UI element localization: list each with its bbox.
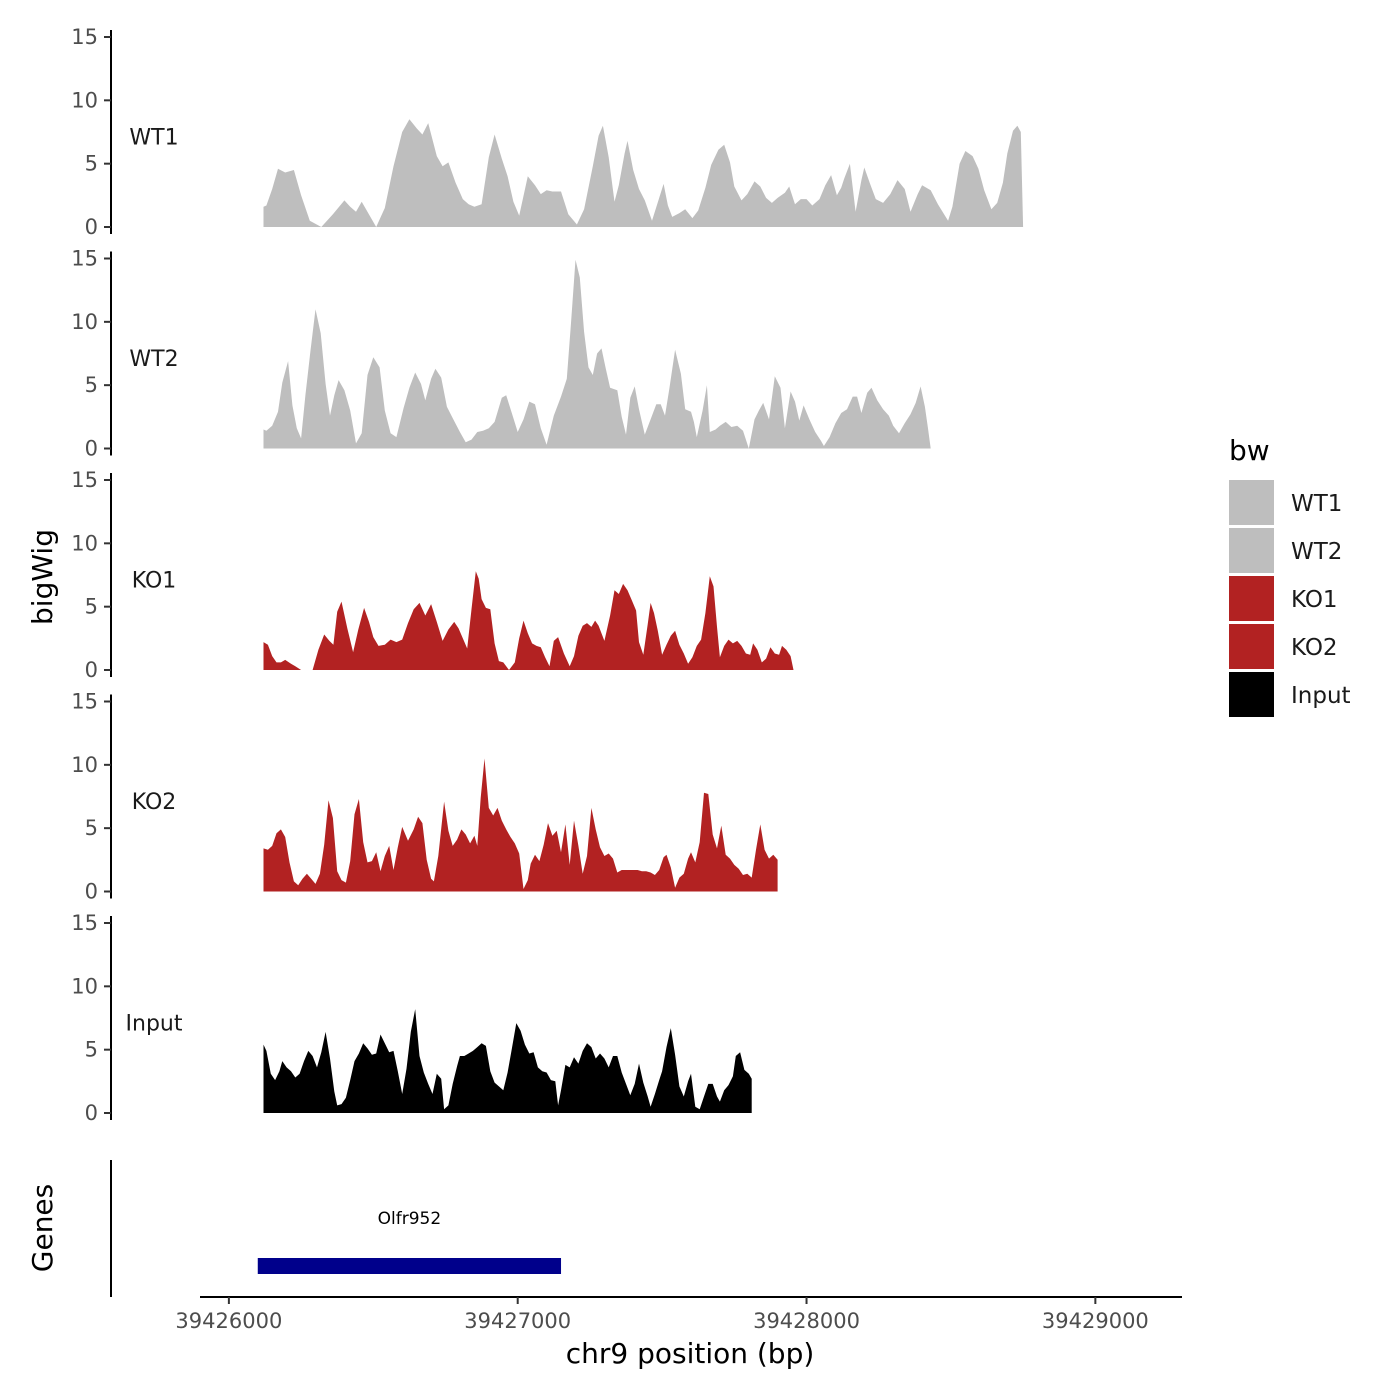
y-tick-label: 5	[85, 152, 98, 176]
track-panel-ko2: 0 5 10 15 KO2	[71, 690, 778, 904]
track-label-ko1: KO1	[132, 569, 177, 594]
y-tick-label: 10	[71, 88, 98, 112]
y-tick-label: 5	[85, 373, 98, 397]
track-panel-ko1: 0 5 10 15 KO1	[71, 468, 794, 682]
legend-swatch-input	[1229, 672, 1274, 717]
coverage-area-ko1	[263, 571, 794, 670]
y-tick-label: 5	[85, 595, 98, 619]
coverage-area-ko2	[263, 758, 778, 892]
coverage-area-wt1	[263, 119, 1024, 227]
x-tick-label: 39427000	[464, 1309, 571, 1333]
y-tick-label: 0	[85, 437, 98, 461]
x-tick-label: 39428000	[753, 1309, 860, 1333]
tracks-layer: 0 5 10 15 WT1 0 5 10 15 WT2 0 5 10 15 KO1 0 5 10 15 KO2 0 5 10…	[71, 25, 1024, 1125]
y-tick-label: 0	[85, 215, 98, 239]
track-panel-input: 0 5 10 15 Input	[71, 911, 752, 1125]
x-axis: chr9 position (bp) 39426000 39427000 39428…	[175, 1296, 1182, 1370]
gene-label-olfr952: Olfr952	[378, 1209, 442, 1229]
x-tick-label: 39426000	[175, 1309, 282, 1333]
gene-body-olfr952	[257, 1258, 562, 1274]
y-tick-label: 15	[71, 247, 98, 271]
genes-panel: Genes Olfr952	[26, 1160, 562, 1297]
legend: bw WT1 WT2 KO1 KO2 Input	[1229, 434, 1351, 717]
y-axis-title: bigWig	[26, 529, 59, 625]
y-tick-label: 15	[71, 25, 98, 49]
y-tick-label: 0	[85, 658, 98, 682]
legend-label-wt2: WT2	[1291, 539, 1342, 565]
legend-swatch-wt1	[1229, 480, 1274, 525]
y-tick-label: 15	[71, 911, 98, 935]
legend-label-input: Input	[1291, 683, 1351, 709]
legend-swatch-ko2	[1229, 624, 1274, 669]
track-panel-wt2: 0 5 10 15 WT2	[71, 247, 931, 461]
coverage-area-input	[263, 1009, 752, 1113]
track-panel-wt1: 0 5 10 15 WT1	[71, 25, 1024, 239]
track-label-input: Input	[126, 1012, 183, 1037]
legend-label-ko1: KO1	[1291, 587, 1338, 613]
track-label-ko2: KO2	[132, 790, 177, 815]
track-label-wt2: WT2	[129, 347, 178, 372]
x-axis-title: chr9 position (bp)	[566, 1337, 815, 1370]
legend-label-wt1: WT1	[1291, 491, 1342, 517]
x-tick-label: 39429000	[1042, 1309, 1149, 1333]
y-tick-label: 15	[71, 468, 98, 492]
legend-swatch-ko1	[1229, 576, 1274, 621]
legend-swatch-wt2	[1229, 528, 1274, 573]
y-tick-label: 0	[85, 880, 98, 904]
legend-title: bw	[1229, 434, 1270, 467]
genes-panel-label: Genes	[26, 1184, 59, 1272]
track-label-wt1: WT1	[129, 126, 178, 151]
y-tick-label: 15	[71, 690, 98, 714]
y-tick-label: 0	[85, 1101, 98, 1125]
y-tick-label: 10	[71, 531, 98, 555]
coverage-area-wt2	[263, 259, 931, 449]
y-tick-label: 10	[71, 753, 98, 777]
legend-label-ko2: KO2	[1291, 635, 1338, 661]
y-tick-label: 5	[85, 816, 98, 840]
y-tick-label: 10	[71, 310, 98, 334]
y-tick-label: 5	[85, 1038, 98, 1062]
y-tick-label: 10	[71, 974, 98, 998]
